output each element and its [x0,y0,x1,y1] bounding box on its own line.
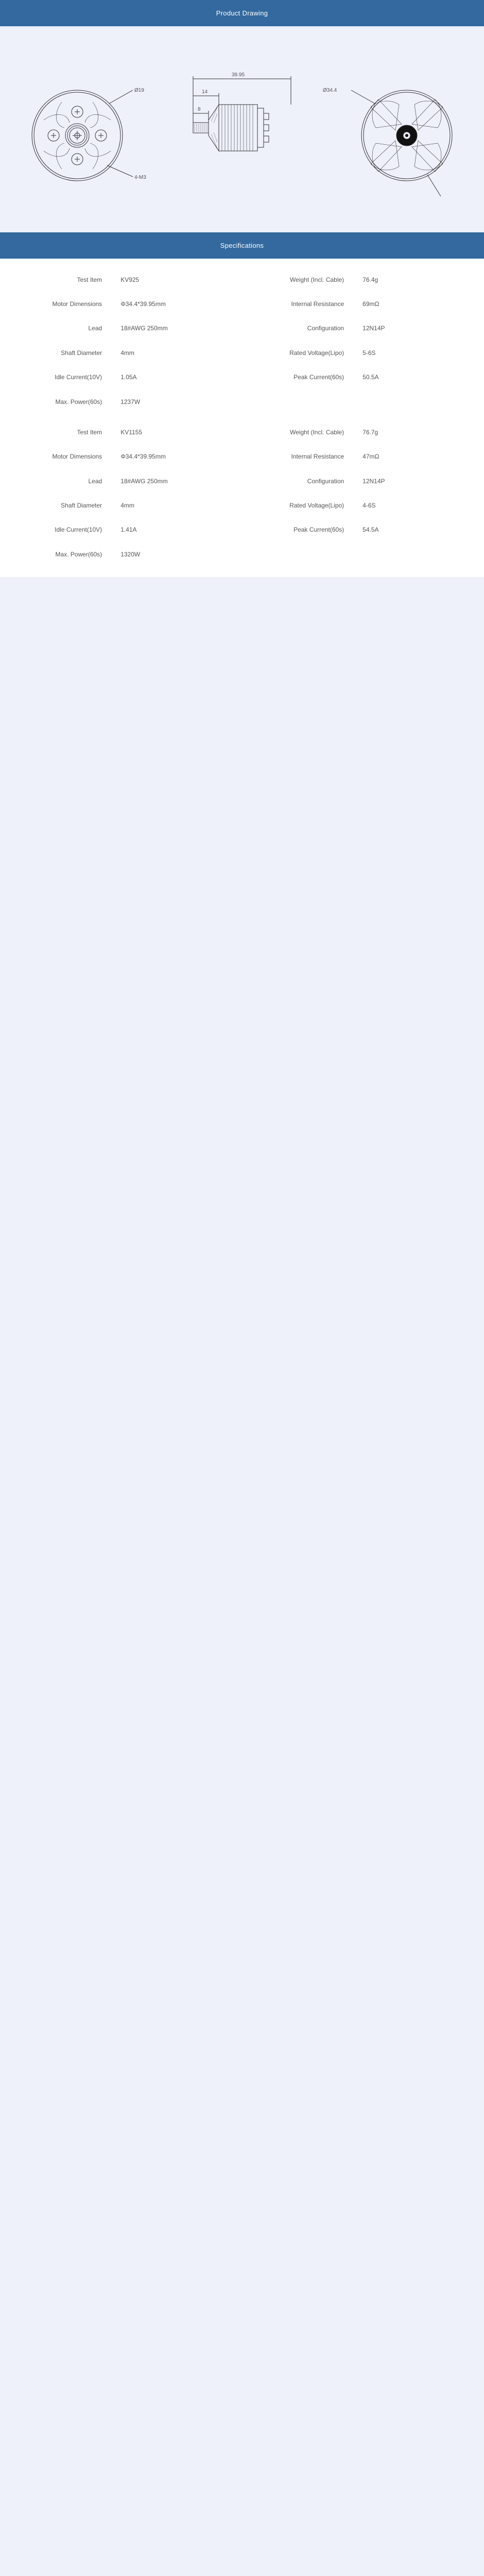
svg-text:39.95: 39.95 [232,72,245,78]
svg-text:4-M3: 4-M3 [134,175,146,180]
svg-text:Ø34.4: Ø34.4 [323,88,337,93]
svg-text:Ø19: Ø19 [134,88,144,93]
svg-text:8: 8 [198,107,201,112]
svg-text:14: 14 [202,89,208,95]
